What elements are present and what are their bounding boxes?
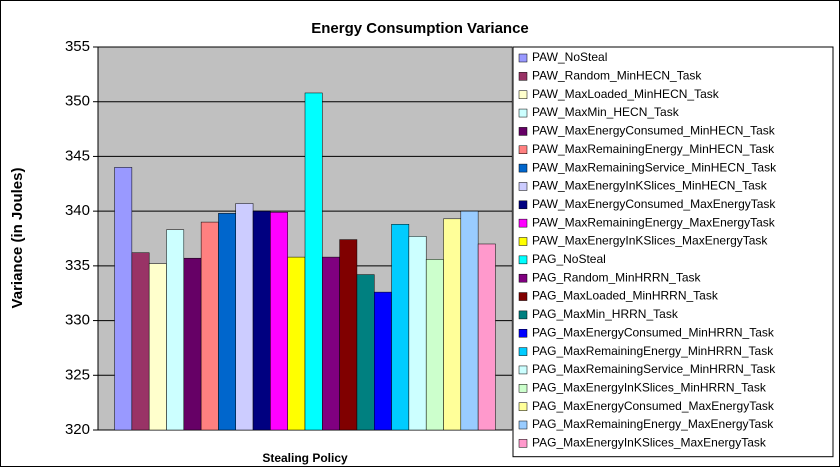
legend-label: PAG_MaxEnergyConsumed_MaxEnergyTask	[532, 399, 775, 413]
y-tick-label: 345	[65, 147, 90, 164]
legend-swatch	[518, 237, 528, 246]
legend-swatch	[518, 127, 528, 136]
y-tick-label: 325	[65, 366, 90, 383]
legend-swatch	[518, 255, 528, 265]
legend-label: PAW_MaxRemainingEnergy_MinHECN_Task	[532, 142, 775, 156]
legend-swatch	[518, 145, 528, 154]
bar	[200, 221, 219, 431]
bar	[356, 274, 375, 431]
bar	[339, 239, 358, 431]
legend-label: PAG_Random_MinHRRN_Task	[532, 270, 702, 284]
bar	[114, 167, 133, 431]
legend-label: PAW_MaxEnergyConsumed_MinHECN_Task	[532, 124, 776, 138]
legend-swatch	[518, 384, 528, 393]
legend-label: PAG_MaxRemainingEnergy_MaxEnergyTask	[532, 417, 774, 431]
legend-label: PAW_MaxMin_HECN_Task	[532, 105, 680, 119]
bar	[391, 224, 410, 431]
bar	[235, 203, 254, 431]
y-tick-label: 330	[65, 312, 90, 329]
legend-label: PAG_NoSteal	[532, 252, 606, 266]
bar	[131, 252, 150, 431]
legend-swatch	[518, 53, 528, 63]
y-tick-label: 350	[65, 93, 90, 110]
legend-swatch	[518, 90, 528, 99]
chart-title: Energy Consumption Variance	[311, 20, 529, 37]
legend-swatch	[518, 310, 528, 320]
legend-label: PAG_MaxEnergyInKSlices_MaxEnergyTask	[532, 436, 767, 450]
legend-swatch	[518, 292, 528, 301]
legend-label: PAW_Random_MinHECN_Task	[532, 69, 702, 83]
bar	[425, 259, 444, 431]
bar	[304, 92, 323, 431]
bar	[322, 256, 340, 431]
legend-swatch	[518, 329, 528, 338]
legend-swatch	[518, 163, 528, 173]
bar	[218, 213, 236, 431]
y-tick-label: 320	[65, 421, 90, 438]
legend-swatch	[518, 200, 528, 210]
bar	[460, 210, 479, 431]
legend-swatch	[518, 72, 528, 81]
legend-label: PAW_MaxRemainingEnergy_MaxEnergyTask	[532, 215, 776, 229]
legend-label: PAG_MaxEnergyConsumed_MinHRRN_Task	[532, 325, 775, 339]
legend-swatch	[518, 402, 528, 411]
bar	[252, 210, 271, 431]
legend-label: PAG_MaxRemainingService_MinHRRN_Task	[532, 362, 776, 376]
legend-label: PAW_MaxEnergyInKSlices_MaxEnergyTask	[532, 234, 768, 248]
bar	[477, 243, 496, 431]
bar	[166, 229, 185, 431]
legend-label: PAG_MaxMin_HRRN_Task	[532, 307, 679, 321]
legend-label: PAW_MaxEnergyInKSlices_MinHECN_Task	[532, 179, 768, 193]
legend-swatch	[518, 365, 528, 375]
bar	[374, 291, 392, 431]
bar	[183, 257, 202, 431]
y-tick-label: 340	[65, 202, 90, 219]
x-axis-label: Stealing Policy	[262, 451, 348, 465]
legend-label: PAW_MaxLoaded_MinHECN_Task	[532, 87, 720, 101]
legend-label: PAG_MaxRemainingEnergy_MinHRRN_Task	[532, 344, 774, 358]
legend-swatch	[518, 182, 528, 191]
bar	[270, 211, 288, 431]
bar	[443, 218, 462, 431]
y-tick-label: 355	[65, 38, 90, 55]
legend-box	[512, 46, 834, 458]
legend-label: PAW_MaxRemainingService_MinHECN_Task	[532, 160, 777, 174]
legend-swatch	[518, 273, 528, 283]
legend-swatch	[518, 218, 528, 228]
legend-label: PAG_MaxLoaded_MinHRRN_Task	[532, 289, 719, 303]
legend-label: PAG_MaxEnergyInKSlices_MinHRRN_Task	[532, 380, 767, 394]
y-tick-label: 335	[65, 257, 90, 274]
legend-label: PAW_NoSteal	[532, 50, 607, 64]
legend-swatch	[518, 347, 528, 356]
legend-swatch	[518, 108, 528, 118]
bar	[148, 263, 167, 431]
legend-swatch	[518, 420, 528, 430]
legend-label: PAW_MaxEnergyConsumed_MaxEnergyTask	[532, 197, 776, 211]
legend-swatch	[518, 439, 528, 448]
y-axis-label: Variance (in Joules)	[9, 168, 26, 309]
bar	[408, 236, 427, 431]
bar	[287, 256, 306, 431]
